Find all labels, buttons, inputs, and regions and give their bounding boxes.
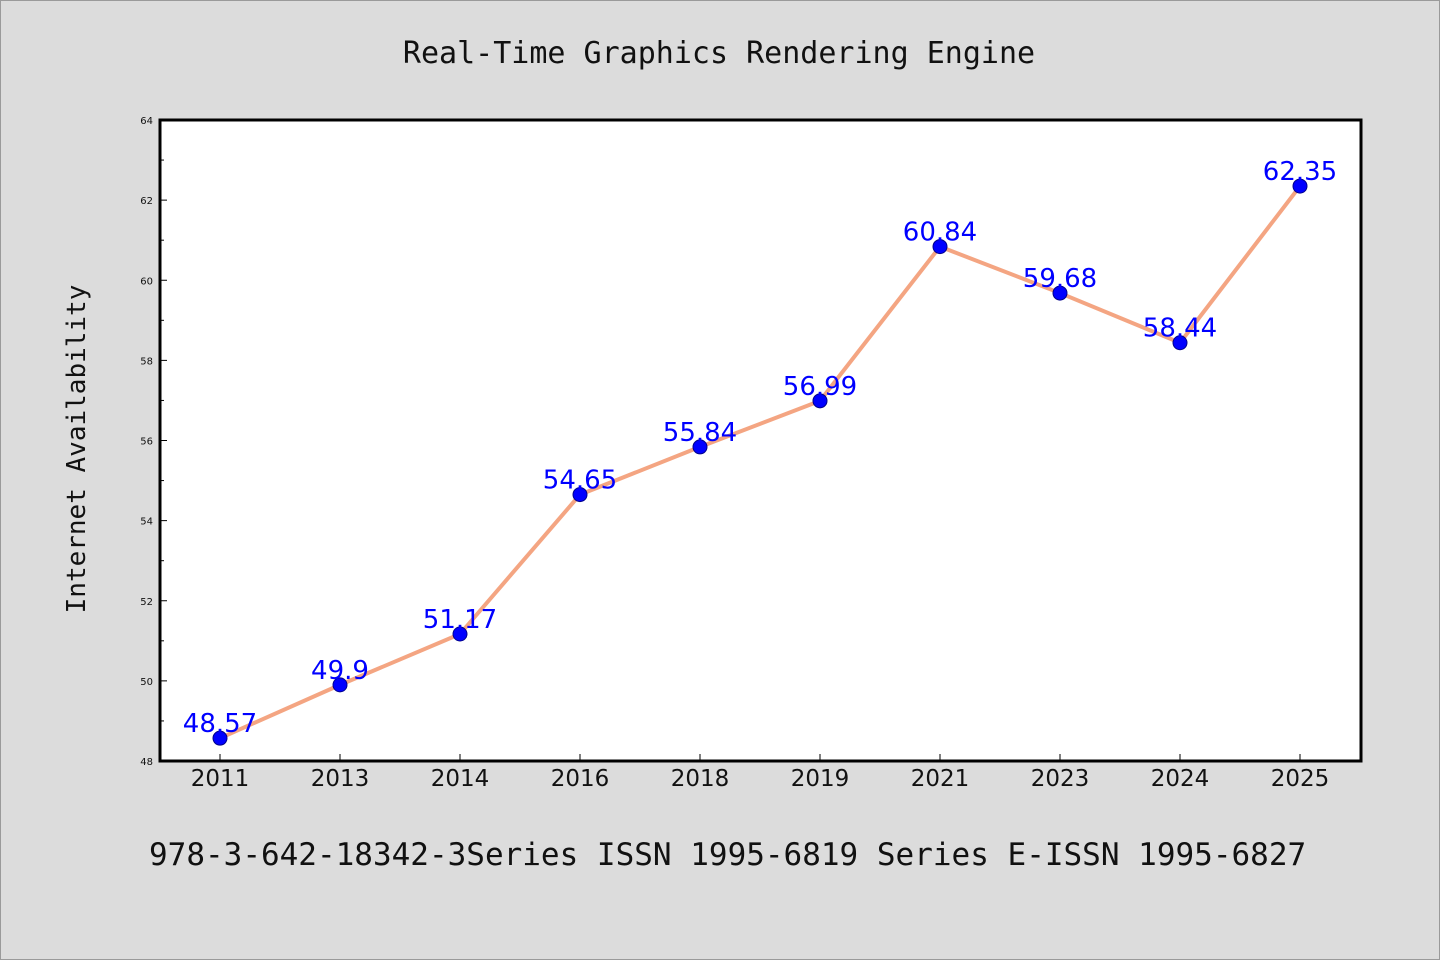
x-tick-label: 2018 bbox=[671, 766, 730, 792]
y-tick-label: 60 bbox=[140, 276, 153, 287]
y-tick-label: 58 bbox=[140, 356, 153, 367]
x-tick-label: 2021 bbox=[911, 766, 970, 792]
x-tick-label: 2023 bbox=[1031, 766, 1090, 792]
data-point bbox=[1292, 178, 1308, 194]
y-axis-label: Internet Availability bbox=[62, 285, 92, 614]
x-tick-label: 2016 bbox=[551, 766, 610, 792]
data-label: 59.68 bbox=[1023, 264, 1097, 294]
y-tick-label: 54 bbox=[140, 517, 153, 528]
data-label: 48.57 bbox=[183, 709, 257, 739]
y-axis: 48 50 52 54 56 58 60 62 64 bbox=[140, 116, 167, 768]
x-axis: 2011 2013 2014 2016 2018 2019 2021 2023 2024 2025 bbox=[191, 754, 1330, 792]
x-tick-label: 2019 bbox=[791, 766, 850, 792]
data-point bbox=[212, 730, 228, 746]
chart-title: Real-Time Graphics Rendering Engine bbox=[403, 36, 1035, 71]
data-label: 51.17 bbox=[423, 605, 497, 635]
data-label: 62.35 bbox=[1263, 157, 1337, 187]
x-tick-label: 2013 bbox=[311, 766, 370, 792]
data-point bbox=[332, 677, 348, 693]
y-tick-label: 64 bbox=[140, 116, 153, 127]
x-tick-label: 2024 bbox=[1151, 766, 1210, 792]
data-label: 54.65 bbox=[543, 466, 617, 496]
y-tick-label: 48 bbox=[140, 757, 153, 768]
data-label: 58.44 bbox=[1143, 314, 1217, 344]
data-point bbox=[812, 393, 828, 409]
data-point bbox=[572, 487, 588, 503]
data-point bbox=[1052, 285, 1068, 301]
series-line bbox=[218, 184, 1302, 741]
data-point bbox=[692, 439, 708, 455]
x-tick-label: 2014 bbox=[431, 766, 490, 792]
y-tick-label: 52 bbox=[140, 597, 153, 608]
series-line-group bbox=[212, 178, 1308, 746]
y-tick-label: 50 bbox=[140, 677, 153, 688]
footer-text: 978-3-642-18342-3Series ISSN 1995-6819 S… bbox=[149, 837, 1306, 873]
y-tick-label: 56 bbox=[140, 437, 153, 448]
y-tick-label: 62 bbox=[140, 196, 153, 207]
data-point bbox=[932, 239, 948, 255]
x-tick-label: 2011 bbox=[191, 766, 250, 792]
data-point bbox=[1172, 335, 1188, 351]
plot-area bbox=[158, 118, 1363, 763]
data-label: 49.9 bbox=[311, 656, 369, 686]
data-labels: 48.57 49.9 51.17 54.65 55.84 56.99 60.84 59.68 5… bbox=[183, 157, 1337, 739]
data-label: 60.84 bbox=[903, 218, 977, 248]
data-point bbox=[452, 626, 468, 642]
data-label: 56.99 bbox=[783, 372, 857, 402]
data-label: 55.84 bbox=[663, 418, 737, 448]
x-tick-label: 2025 bbox=[1271, 766, 1330, 792]
